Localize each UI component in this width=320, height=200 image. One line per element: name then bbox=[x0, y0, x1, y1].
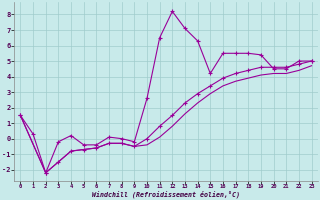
X-axis label: Windchill (Refroidissement éolien,°C): Windchill (Refroidissement éolien,°C) bbox=[92, 190, 240, 198]
